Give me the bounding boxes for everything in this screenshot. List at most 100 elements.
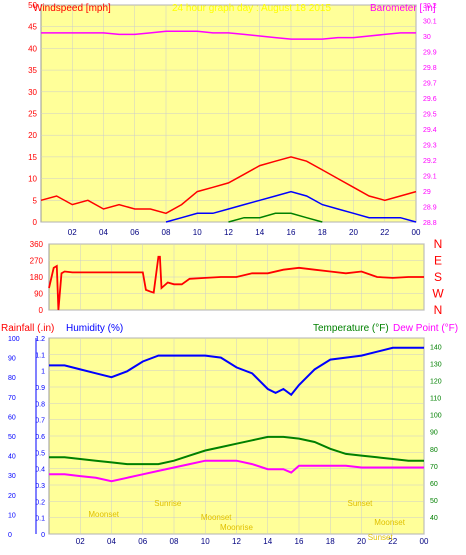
hour-tick-label: 16 bbox=[295, 537, 304, 546]
hour-tick-label: 12 bbox=[224, 228, 233, 237]
barometer-tick-label: 29.9 bbox=[423, 50, 437, 57]
rainfall-tick-label: 0.1 bbox=[35, 516, 45, 523]
hour-tick-label: 04 bbox=[107, 537, 116, 546]
hour-tick-label: 08 bbox=[162, 228, 171, 237]
th-series-line bbox=[49, 459, 424, 483]
barometer-tick-label: 29.2 bbox=[423, 158, 437, 165]
rainfall-tick-label: 0.8 bbox=[35, 401, 45, 408]
windspeed-tick-label: 5 bbox=[33, 196, 38, 205]
rainfall-tick-label: 0.3 bbox=[35, 483, 45, 490]
astro-annotation-label: Moonrise bbox=[220, 523, 253, 532]
hour-tick-label: 20 bbox=[349, 228, 358, 237]
hour-tick-label: 10 bbox=[201, 537, 210, 546]
humidity-tick-label: 10 bbox=[8, 512, 16, 519]
humidity-axis-label: Humidity (%) bbox=[66, 323, 123, 334]
temperature-tick-label: 90 bbox=[430, 430, 438, 437]
windspeed-tick-label: 35 bbox=[28, 66, 37, 75]
humidity-tick-label: 40 bbox=[8, 454, 16, 461]
hour-tick-label: 02 bbox=[68, 228, 77, 237]
hour-tick-label: 14 bbox=[255, 228, 264, 237]
humidity-tick-label: 0 bbox=[8, 532, 12, 539]
windspeed-tick-label: 30 bbox=[28, 88, 37, 97]
wind-series-line bbox=[165, 190, 417, 223]
direction-tick-label: 0 bbox=[39, 306, 44, 315]
temperature-tick-label: 140 bbox=[430, 345, 442, 352]
barometer-tick-label: 29.5 bbox=[423, 112, 437, 119]
compass-letter: N bbox=[434, 303, 443, 317]
astro-annotation-label: Moonset bbox=[374, 518, 405, 527]
wind-direction-grid bbox=[49, 243, 425, 311]
hour-tick-label: 20 bbox=[357, 537, 366, 546]
windspeed-tick-label: 25 bbox=[28, 110, 37, 119]
temp-humidity-series bbox=[49, 346, 424, 483]
barometer-tick-label: 28.9 bbox=[423, 205, 437, 212]
hour-tick-label: 12 bbox=[232, 537, 241, 546]
graph-title: 24 hour graph day : August 18 2015 bbox=[172, 3, 331, 14]
barometer-tick-label: 29.7 bbox=[423, 81, 437, 88]
temperature-tick-label: 110 bbox=[430, 396, 441, 403]
barometer-tick-label: 30.2 bbox=[423, 3, 437, 10]
humidity-tick-label: 50 bbox=[8, 434, 16, 441]
hour-tick-label: 06 bbox=[138, 537, 147, 546]
rainfall-tick-label: 0.2 bbox=[35, 499, 45, 506]
astro-annotation-label: Moonset bbox=[201, 513, 232, 522]
rainfall-tick-label: 1.2 bbox=[35, 336, 45, 343]
th-series-line bbox=[49, 346, 424, 397]
hour-tick-label: 06 bbox=[130, 228, 139, 237]
direction-tick-label: 180 bbox=[30, 273, 44, 282]
compass-letter: W bbox=[432, 287, 444, 301]
hour-tick-label: 14 bbox=[263, 537, 272, 546]
windspeed-tick-label: 15 bbox=[28, 153, 37, 162]
wind-direction-line bbox=[48, 255, 424, 311]
wind-chart-grid bbox=[41, 4, 417, 223]
wind-direction-series bbox=[48, 255, 424, 311]
rainfall-tick-label: 1 bbox=[41, 369, 45, 376]
barometer-tick-label: 30 bbox=[423, 34, 431, 41]
windspeed-tick-label: 20 bbox=[28, 131, 37, 140]
windspeed-axis-label: Windspeed [mph] bbox=[33, 3, 111, 14]
compass-letter: E bbox=[434, 254, 442, 268]
wind-chart-ticks: 0 5 10 15 20 25 30 35 40 45 50 28.8 28.9 29 29.1 29.2 29… bbox=[28, 1, 437, 237]
temperature-tick-label: 80 bbox=[430, 447, 438, 454]
wind-series-line bbox=[40, 156, 417, 215]
temperature-tick-label: 130 bbox=[430, 362, 442, 369]
rainfall-tick-label: 0.4 bbox=[35, 467, 45, 474]
hour-tick-label: 08 bbox=[170, 537, 179, 546]
windspeed-tick-label: 40 bbox=[28, 44, 37, 53]
astro-annotation-label: Sunrise bbox=[154, 499, 182, 508]
rainfall-tick-label: 0.6 bbox=[35, 434, 45, 441]
temperature-tick-label: 40 bbox=[430, 515, 438, 522]
barometer-tick-label: 29.8 bbox=[423, 65, 437, 72]
rainfall-tick-label: 0.7 bbox=[35, 418, 45, 425]
astro-annotations: MoonsetSunriseMoonsetMoonriseSunsetMoons… bbox=[88, 499, 405, 542]
barometer-tick-label: 29.1 bbox=[423, 174, 437, 181]
humidity-tick-label: 100 bbox=[8, 336, 20, 343]
temperature-tick-label: 120 bbox=[430, 379, 442, 386]
barometer-tick-label: 28.8 bbox=[423, 220, 437, 227]
astro-annotation-label: Moonset bbox=[88, 510, 119, 519]
windspeed-tick-label: 10 bbox=[28, 175, 37, 184]
temperature-tick-label: 60 bbox=[430, 481, 438, 488]
rainfall-tick-label: 0.9 bbox=[35, 385, 45, 392]
direction-tick-label: 90 bbox=[34, 290, 43, 299]
humidity-tick-label: 30 bbox=[8, 473, 16, 480]
th-series-line bbox=[49, 435, 424, 466]
wind-series-line bbox=[228, 212, 323, 223]
hour-tick-label: 04 bbox=[99, 228, 108, 237]
humidity-tick-label: 70 bbox=[8, 395, 16, 402]
rainfall-axis-label: Rainfall (.in) bbox=[1, 323, 54, 334]
hour-tick-label: 18 bbox=[326, 537, 335, 546]
wind-chart-series bbox=[40, 30, 417, 223]
hour-tick-label: 02 bbox=[76, 537, 85, 546]
hour-tick-label: 22 bbox=[380, 228, 389, 237]
windspeed-tick-label: 45 bbox=[28, 23, 37, 32]
hour-tick-label: 16 bbox=[287, 228, 296, 237]
windspeed-tick-label: 0 bbox=[33, 218, 38, 227]
temperature-tick-label: 50 bbox=[430, 498, 438, 505]
rainfall-tick-label: 1.1 bbox=[35, 352, 45, 359]
rainfall-tick-label: 0 bbox=[41, 532, 45, 539]
temperature-axis-label: Temperature (°F) bbox=[313, 323, 389, 334]
